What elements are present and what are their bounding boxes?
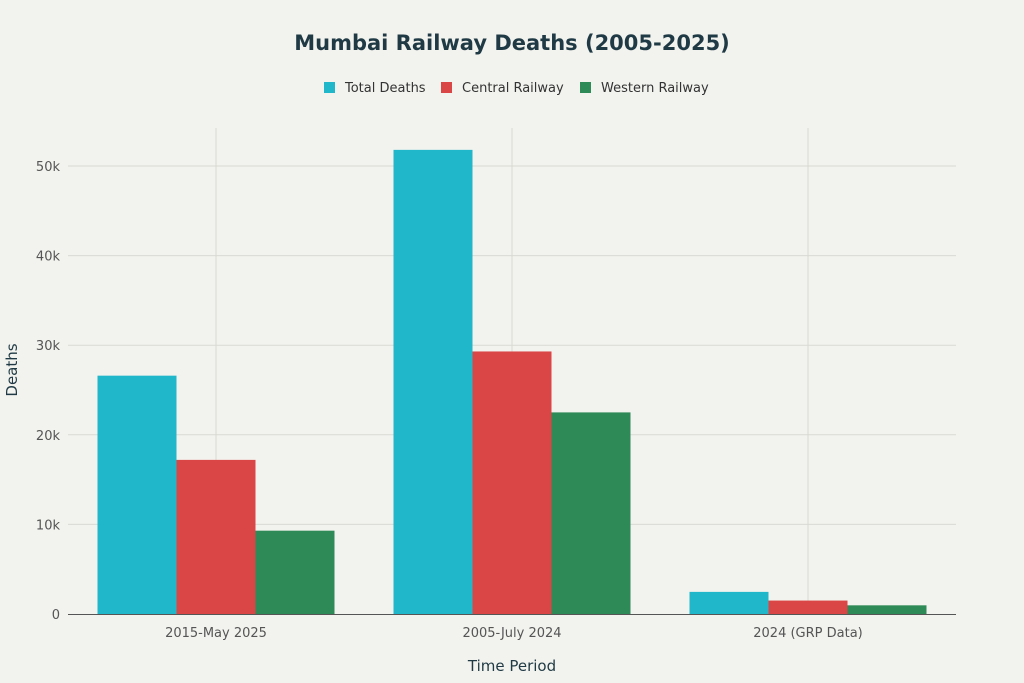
x-tick-labels: 2015-May 2025 2005-July 2024 2024 (GRP Dat… — [165, 626, 863, 641]
bar — [551, 412, 631, 614]
legend-label: Central Railway — [462, 81, 564, 96]
legend-swatch — [324, 82, 335, 93]
legend-swatch — [580, 82, 591, 93]
y-axis-label: Deaths — [3, 343, 21, 396]
y-tick-labels: 0 10k 20k 30k 40k 50k — [36, 160, 61, 623]
bar — [472, 351, 552, 614]
y-tick-label: 30k — [36, 339, 61, 354]
y-tick-label: 40k — [36, 250, 61, 265]
x-tick-label: 2005-July 2024 — [462, 626, 561, 641]
chart-title: Mumbai Railway Deaths (2005-2025) — [294, 31, 730, 55]
legend-item: Total Deaths — [324, 81, 426, 96]
legend-item: Western Railway — [580, 81, 709, 96]
legend-swatch — [441, 82, 452, 93]
bar — [689, 591, 769, 614]
legend-item: Central Railway — [441, 81, 564, 96]
y-tick-label: 20k — [36, 429, 61, 444]
x-tick-label: 2015-May 2025 — [165, 626, 267, 641]
bar — [393, 149, 473, 614]
bars — [97, 149, 927, 614]
bar — [255, 530, 335, 614]
x-tick-label: 2024 (GRP Data) — [753, 626, 862, 641]
y-tick-label: 0 — [52, 608, 60, 623]
y-tick-label: 10k — [36, 518, 61, 533]
bar — [176, 459, 256, 614]
y-tick-label: 50k — [36, 160, 61, 175]
legend-label: Total Deaths — [344, 81, 426, 96]
legend: Total Deaths Central Railway Western Railw… — [324, 81, 709, 96]
bar — [768, 600, 848, 614]
legend-label: Western Railway — [601, 81, 709, 96]
bar — [97, 375, 177, 614]
bar — [847, 605, 927, 614]
x-axis-label: Time Period — [467, 657, 556, 675]
